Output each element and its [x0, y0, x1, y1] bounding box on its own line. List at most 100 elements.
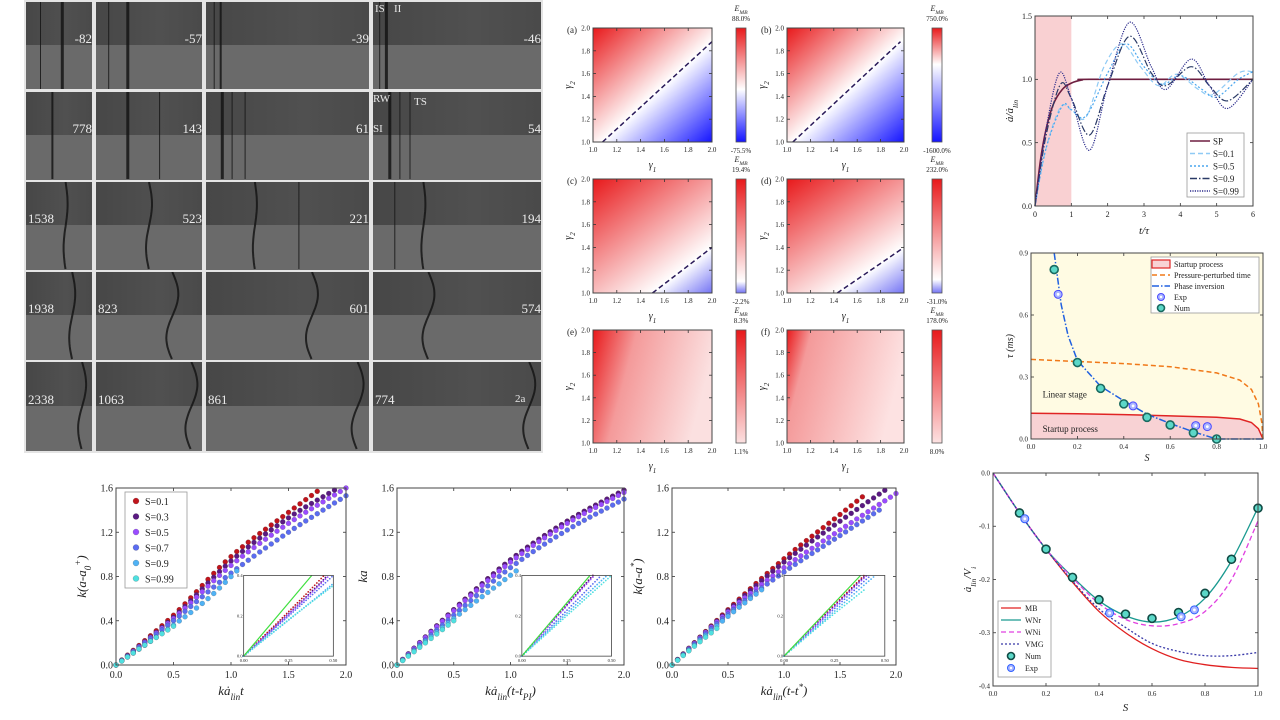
data-point — [575, 513, 582, 520]
x-tick-label: 1.8 — [684, 297, 693, 305]
inset-data-point — [602, 581, 605, 584]
data-point — [228, 573, 234, 580]
inset-data-point — [315, 597, 318, 599]
inset-data-point — [305, 605, 307, 608]
data-point — [245, 557, 251, 564]
x-axis-label-part: S — [1145, 453, 1150, 464]
data-point — [581, 510, 588, 517]
y-axis-label-part: ȧ — [962, 586, 974, 592]
data-point — [820, 524, 826, 531]
x-axis-label-part: lin — [773, 692, 783, 702]
heatmap-panel-f: 1.0 1.2 1.4 1.6 1.8 2.01.01.21.41.61.82.0γ1γ2… — [757, 306, 948, 475]
inset-data-point — [604, 575, 607, 578]
x-tick-label: 0.2 — [1073, 443, 1082, 451]
colorbar-scale — [931, 27, 943, 143]
inset-data-point — [831, 614, 834, 617]
photo-frame: 1938 — [24, 270, 94, 362]
data-point — [445, 622, 451, 628]
data-point — [153, 634, 159, 641]
inset-data-point — [812, 628, 814, 630]
scaled-amplitude-chart-2: 0.0 0.5 1.0 1.5 2.0 0.0 0.4 0.8 1.2 1.6 kȧlin(t-tP… — [355, 484, 630, 703]
y-tick-label: 1.0 — [775, 138, 784, 146]
inset-data-point — [581, 593, 584, 596]
inset-data-point — [298, 610, 301, 613]
inset-data-point — [807, 634, 810, 637]
interface-lines — [126, 92, 161, 179]
data-point — [479, 587, 485, 594]
data-point — [303, 509, 309, 516]
data-point — [820, 530, 826, 536]
inset-data-point — [583, 585, 586, 588]
inset-data-point — [607, 577, 609, 580]
y-tick-label: 0.8 — [101, 572, 114, 583]
x-tick-label: 0 — [1033, 210, 1037, 219]
inset-data-point — [589, 593, 592, 596]
inset-data-point — [548, 626, 551, 629]
inset-data-point — [255, 644, 258, 647]
y-tick-label: 1.8 — [581, 198, 590, 206]
y-tick-label: 1.0 — [581, 439, 590, 447]
inset-data-point — [841, 600, 843, 603]
interface-line — [421, 272, 436, 360]
inset-data-point — [596, 583, 599, 586]
inset-data-point — [290, 608, 292, 611]
num-marker — [1014, 508, 1025, 518]
data-point — [422, 640, 429, 646]
inset-data-point — [251, 648, 254, 651]
photo-upper-view — [206, 2, 369, 45]
inset-data-point — [551, 624, 553, 627]
inset-data-point — [283, 618, 286, 621]
photo-frame: 774 — [371, 360, 543, 453]
data-point — [736, 604, 742, 610]
y-tick-label: 0.4 — [382, 616, 395, 627]
photo-frame: 143 — [94, 90, 204, 182]
inset-data-point — [544, 631, 547, 633]
num-marker — [1094, 594, 1104, 605]
inset-data-point — [862, 580, 865, 583]
data-point — [792, 556, 798, 563]
frame-time-label: 54 — [528, 121, 541, 136]
data-point — [507, 559, 514, 565]
y-tick-label: 1.2 — [775, 417, 784, 425]
data-point — [792, 550, 798, 557]
x-axis-label-part: γ — [649, 461, 654, 472]
data-point — [182, 608, 188, 615]
heatmap-field — [787, 179, 904, 293]
data-point — [697, 638, 703, 645]
data-point — [558, 530, 565, 537]
inset-data-point — [320, 582, 323, 585]
y-axis-label: ka — [355, 570, 370, 583]
inset-data-point — [542, 635, 545, 638]
colorbar-title-part: MB — [934, 10, 944, 16]
inset-data-point — [824, 614, 827, 617]
x-tick-label: 1.4 — [829, 447, 838, 455]
colorbar-max-label: 88.0% — [732, 15, 750, 23]
inset-data-point — [559, 618, 562, 621]
interface-lines — [40, 2, 64, 89]
series-line-4 — [1034, 21, 1254, 207]
data-point — [211, 578, 217, 584]
num-marker — [1067, 572, 1078, 583]
inset-data-point — [585, 597, 588, 599]
data-point — [798, 557, 804, 564]
inset-data-point — [555, 622, 558, 625]
data-point — [320, 494, 326, 500]
data-point — [297, 507, 303, 514]
data-point — [524, 552, 531, 559]
x-tick-label: 2.0 — [708, 297, 717, 305]
inset-data-point — [855, 584, 858, 587]
x-tick-label: 1.4 — [636, 447, 645, 455]
data-point — [485, 577, 491, 584]
data-point — [882, 487, 888, 494]
inset-data-point — [315, 585, 318, 588]
inset-data-point — [809, 632, 812, 635]
data-point — [274, 537, 280, 543]
data-point — [205, 583, 211, 589]
data-point — [159, 631, 165, 637]
colorbar-min-label: -1600.0% — [923, 147, 951, 155]
legend-marker — [132, 544, 140, 551]
data-point — [280, 533, 286, 539]
inset-reference-line — [783, 574, 862, 657]
legend: SP S=0.1 S=0.5 S=0.9 S=0.99 — [1186, 132, 1245, 198]
inset-data-point — [602, 577, 605, 580]
